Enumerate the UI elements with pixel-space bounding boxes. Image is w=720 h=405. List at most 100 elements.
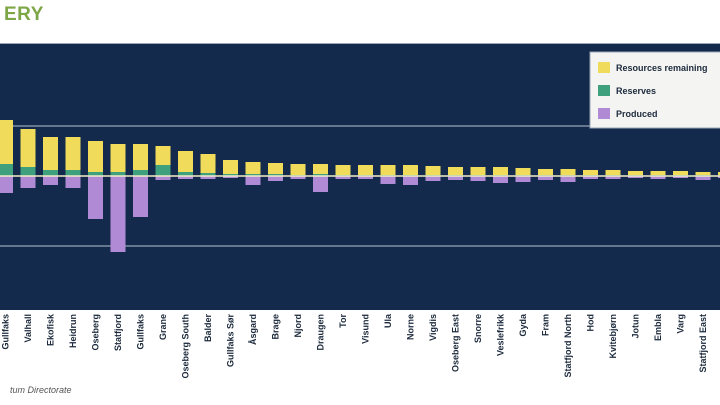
- bar-produced: [470, 176, 486, 181]
- bar-produced: [268, 176, 283, 181]
- legend: Resources remaining Reserves Produced: [589, 51, 720, 129]
- bar-reserves: [178, 172, 193, 176]
- bar-resources-remaining: [380, 165, 396, 175]
- bar-resources-remaining: [358, 165, 373, 175]
- bar-resources-remaining: [403, 165, 418, 175]
- bar-resources-remaining: [155, 146, 171, 165]
- bar-resources-remaining: [290, 164, 306, 175]
- x-tick-label: Ula: [383, 313, 393, 328]
- bar-produced: [695, 176, 711, 180]
- bar-produced: [425, 176, 441, 181]
- bar-produced: [313, 176, 328, 192]
- bar-resources-remaining: [470, 167, 486, 175]
- bar-reserves: [110, 172, 126, 176]
- bar-reserves: [65, 170, 81, 176]
- bar-resources-remaining: [448, 167, 463, 175]
- x-tick-label: Ekofisk: [46, 313, 56, 346]
- x-tick-label: Hod: [586, 314, 596, 332]
- x-tick-label: Åsgard: [248, 314, 258, 345]
- bar-resources-remaining: [43, 137, 58, 170]
- x-tick-label: Oseberg: [91, 314, 101, 351]
- bar-produced: [493, 176, 508, 183]
- x-tick-label: Statfjord: [113, 314, 123, 351]
- bar-produced: [538, 176, 553, 180]
- bar-produced: [335, 176, 351, 179]
- x-tick-label: Embla: [653, 313, 663, 341]
- bar-produced: [178, 176, 193, 179]
- legend-box: [589, 51, 720, 129]
- bar-resources-remaining: [133, 144, 148, 170]
- source-note: tum Directorate: [10, 385, 72, 395]
- legend-label: Reserves: [616, 86, 656, 96]
- x-tick-label: Oseberg South: [181, 314, 191, 379]
- bar-resources-remaining: [110, 144, 126, 172]
- bar-produced: [583, 176, 598, 179]
- legend-label: Resources remaining: [616, 63, 708, 73]
- legend-swatch: [598, 108, 610, 119]
- x-tick-label: Gullfaks Sør: [226, 314, 236, 368]
- bar-resources-remaining: [335, 165, 351, 175]
- bar-produced: [155, 176, 171, 180]
- bar-resources-remaining: [605, 170, 621, 175]
- bar-reserves: [245, 174, 261, 176]
- bar-produced: [0, 176, 13, 193]
- bar-produced: [448, 176, 463, 180]
- bar-reserves: [133, 170, 148, 176]
- legend-label: Produced: [616, 109, 658, 119]
- x-tick-label: Gyda: [518, 313, 528, 337]
- bar-reserves: [313, 174, 328, 176]
- bar-produced: [43, 176, 58, 185]
- x-tick-label: Balder: [203, 314, 213, 343]
- bar-produced: [65, 176, 81, 188]
- bar-resources-remaining: [673, 171, 688, 175]
- bar-reserves: [200, 173, 216, 176]
- x-tick-label: Statfjord North: [563, 314, 573, 378]
- x-tick-label: Veslefrikk: [496, 313, 506, 356]
- bar-reserves: [88, 172, 103, 176]
- x-tick-label: Jotun: [631, 314, 641, 339]
- bar-resources-remaining: [268, 163, 283, 174]
- bar-produced: [133, 176, 148, 217]
- bar-produced: [718, 176, 720, 178]
- x-tick-label: Gullfaks: [1, 314, 11, 350]
- bar-produced: [88, 176, 103, 219]
- bar-produced: [245, 176, 261, 185]
- bar-produced: [650, 176, 666, 179]
- x-tick-label: Fram: [541, 314, 551, 336]
- bar-produced: [290, 176, 306, 179]
- legend-swatch: [598, 62, 610, 73]
- bar-produced: [358, 176, 373, 179]
- bar-produced: [20, 176, 36, 188]
- x-tick-label: Vigdis: [428, 314, 438, 341]
- bar-resources-remaining: [493, 167, 508, 175]
- bar-resources-remaining: [313, 164, 328, 174]
- x-tick-label: Visund: [361, 314, 371, 344]
- bar-resources-remaining: [650, 171, 666, 175]
- x-tick-label: Varg: [676, 314, 686, 334]
- bar-resources-remaining: [515, 168, 531, 175]
- bar-resources-remaining: [560, 169, 576, 175]
- x-tick-label: Heidrun: [68, 314, 78, 348]
- x-tick-label: Norne: [406, 314, 416, 340]
- bar-produced: [200, 176, 216, 179]
- bar-produced: [605, 176, 621, 179]
- x-tick-label: Grane: [158, 314, 168, 340]
- bar-produced: [673, 176, 688, 178]
- bar-reserves: [268, 174, 283, 176]
- legend-swatch: [598, 85, 610, 96]
- bar-resources-remaining: [65, 137, 81, 170]
- bar-resources-remaining: [88, 141, 103, 172]
- x-tick-label: Tor: [338, 314, 348, 328]
- bar-produced: [628, 176, 643, 178]
- bar-resources-remaining: [628, 171, 643, 175]
- x-tick-label: Njord: [293, 314, 303, 338]
- bar-reserves: [223, 174, 238, 176]
- bar-produced: [223, 176, 238, 178]
- bar-resources-remaining: [583, 170, 598, 175]
- bar-resources-remaining: [0, 120, 13, 164]
- bar-resources-remaining: [695, 172, 711, 175]
- bar-resources-remaining: [200, 154, 216, 173]
- bar-reserves: [20, 167, 36, 176]
- bar-reserves: [0, 164, 13, 176]
